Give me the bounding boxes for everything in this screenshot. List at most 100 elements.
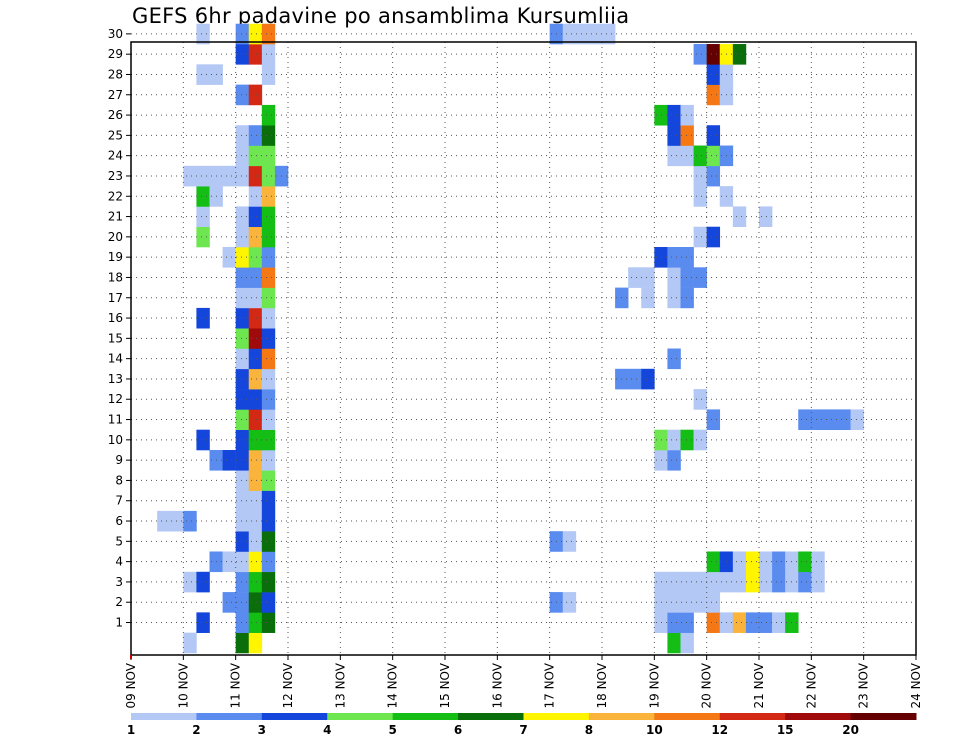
precip-cell — [235, 429, 250, 451]
precip-cell — [248, 490, 263, 512]
colorbar-swatch — [850, 713, 917, 720]
y-tick-label: 7 — [115, 494, 123, 508]
precip-cell — [261, 226, 276, 248]
precip-cell — [706, 592, 721, 613]
y-tick-label: 10 — [108, 433, 123, 447]
x-tick-label: 21 NOV — [752, 662, 766, 708]
precip-cell — [745, 571, 760, 593]
precip-cell — [248, 348, 263, 370]
x-tick-label: 13 NOV — [333, 662, 347, 708]
precip-cell — [706, 44, 721, 65]
precip-cell — [235, 226, 250, 248]
colorbar: 1 2 3 4 5 6 7 8 10 12 15 20 — [127, 713, 917, 737]
precip-cell — [235, 612, 250, 633]
precip-cell — [196, 612, 210, 633]
precip-cell — [837, 409, 851, 430]
precip-cell — [706, 612, 721, 633]
precip-cell — [196, 571, 210, 593]
precip-cell — [235, 84, 250, 106]
precip-cell — [183, 571, 197, 593]
precip-cell — [680, 612, 694, 633]
precip-cell — [811, 551, 825, 573]
colorbar-label: 12 — [711, 723, 728, 737]
precip-cell — [235, 267, 250, 288]
precip-cell — [235, 632, 250, 654]
precip-cell — [248, 592, 263, 613]
precip-cell — [183, 510, 197, 532]
y-tick-label: 3 — [115, 575, 123, 589]
precip-cell — [235, 531, 250, 552]
x-tick-label: 19 NOV — [647, 662, 661, 708]
colorbar-label: 3 — [258, 723, 266, 737]
precip-cell — [235, 44, 250, 65]
precip-cell — [850, 409, 864, 430]
precip-cell — [248, 247, 263, 268]
precip-cell — [732, 551, 747, 573]
precip-cell — [772, 551, 786, 573]
precip-cell — [235, 165, 250, 187]
precip-cell — [680, 145, 694, 167]
precip-cell — [157, 510, 171, 532]
precip-cell — [248, 125, 263, 146]
precip-cell — [759, 551, 773, 573]
precip-cell — [235, 287, 250, 309]
precip-cell — [732, 612, 747, 633]
precip-cell — [261, 287, 276, 309]
precip-cell — [759, 612, 773, 633]
precip-cell — [235, 389, 250, 410]
precip-cell — [196, 165, 210, 187]
precip-cell — [261, 186, 276, 207]
precip-cell — [706, 125, 721, 146]
precip-cell — [693, 267, 707, 288]
x-tick-label: 11 NOV — [229, 662, 243, 708]
precip-cell — [261, 348, 276, 370]
gridlines — [131, 33, 916, 655]
precip-cell — [261, 612, 276, 633]
precip-cell — [261, 409, 276, 430]
precip-cell — [248, 307, 263, 329]
colorbar-swatch — [261, 713, 328, 720]
colorbar-swatch — [588, 713, 655, 720]
y-tick-label: 22 — [108, 189, 123, 203]
y-axis: 1234567891011121314151617181920212223242… — [108, 27, 131, 630]
heatmap-cells — [157, 23, 864, 654]
y-tick-label: 9 — [115, 453, 123, 467]
precip-cell — [261, 510, 276, 532]
y-tick-label: 1 — [115, 616, 123, 630]
y-tick-label: 21 — [108, 210, 123, 224]
precip-cell — [706, 409, 721, 430]
precip-cell — [222, 592, 236, 613]
precip-cell — [261, 44, 276, 65]
precip-cell — [667, 632, 681, 654]
precip-cell — [680, 632, 694, 654]
precip-cell — [235, 592, 250, 613]
precip-cell — [693, 226, 707, 248]
precip-cell — [811, 409, 825, 430]
colorbar-swatch — [196, 713, 263, 720]
colorbar-swatch — [458, 713, 524, 720]
precip-cell — [772, 571, 786, 593]
precip-cell — [680, 125, 694, 146]
precip-cell — [706, 551, 721, 573]
y-tick-label: 6 — [115, 514, 123, 528]
precip-cell — [248, 84, 263, 106]
precip-cell — [562, 592, 577, 613]
precip-cell — [235, 571, 250, 593]
precip-cell — [248, 44, 263, 65]
y-tick-label: 28 — [108, 67, 123, 81]
precip-cell — [261, 551, 276, 573]
colorbar-label: 15 — [777, 723, 794, 737]
precip-cell — [667, 247, 681, 268]
precip-cell — [196, 307, 210, 329]
colorbar-swatch — [392, 713, 459, 720]
precip-cell — [732, 44, 747, 65]
x-tick-label: 24 NOV — [909, 662, 923, 708]
colorbar-label: 4 — [323, 723, 331, 737]
y-tick-label: 30 — [108, 27, 123, 41]
precip-cell — [222, 247, 236, 268]
precip-cell — [248, 409, 263, 430]
precip-cell — [196, 206, 210, 228]
precip-cell — [248, 449, 263, 471]
precip-cell — [235, 490, 250, 512]
plot-frame — [130, 41, 917, 656]
